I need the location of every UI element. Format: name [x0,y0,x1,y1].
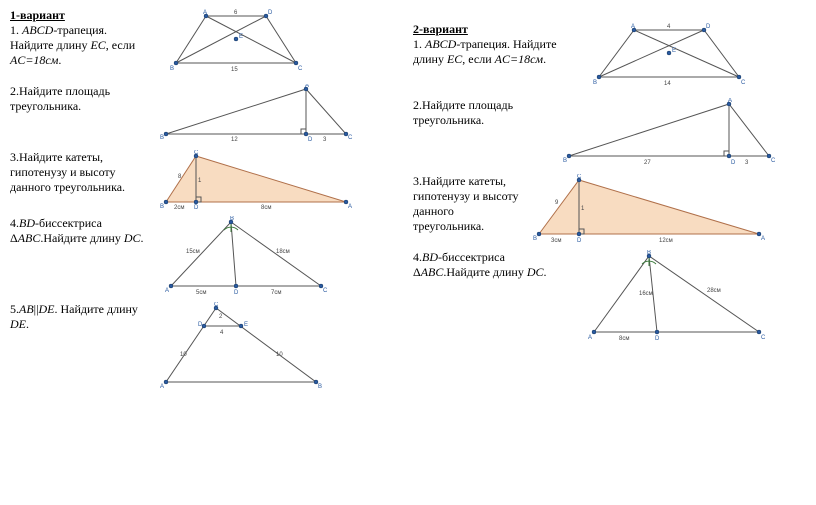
svg-text:A: A [203,10,207,16]
svg-text:C: C [214,302,219,308]
variant-1-column: 1-вариант 1. ABCD-трапеция. Найдите длин… [10,8,403,497]
svg-text:A: A [588,335,592,341]
svg-text:C: C [298,66,303,72]
svg-text:9: 9 [555,200,559,206]
svg-text:14: 14 [664,81,671,87]
v2-fig-3-right-triangle: C B A D 3см 12см 1 9 [529,174,769,244]
svg-text:15см: 15см [186,249,200,255]
v2-p3-text: 3.Найдите катеты, гипотенузу и высоту да… [413,174,523,234]
svg-text:4: 4 [220,330,224,336]
svg-text:18см: 18см [276,249,290,255]
svg-text:B: B [170,66,174,72]
svg-text:A: A [165,288,169,294]
svg-text:2см: 2см [174,205,184,210]
svg-text:D: D [655,336,660,342]
svg-text:E: E [244,322,248,328]
v2-fig-4-bisector: B A C D 16см 28см 8см [579,250,769,345]
svg-text:D: D [308,137,313,143]
v1-problem-1: 1-вариант 1. ABCD-трапеция. Найдите длин… [10,8,403,78]
svg-text:A: A [631,24,635,30]
v2-fig-1-trapezoid: A D B C E 4 14 [579,22,759,92]
svg-text:D: D [234,290,239,296]
v1-fig-5-parallel: C A B D E 2 10 4 10 [156,302,326,392]
svg-text:E: E [239,34,243,40]
svg-text:A: A [305,84,309,89]
v1-fig-2-triangle: A B C D 12 3 [156,84,356,144]
svg-text:8см: 8см [619,336,629,342]
svg-text:10: 10 [180,352,187,358]
v1-fig-1-trapezoid: A D B C E 6 15 [156,8,316,78]
svg-text:4: 4 [667,24,671,30]
svg-text:6: 6 [234,10,238,16]
svg-text:B: B [318,384,322,390]
svg-text:D: D [731,160,736,166]
svg-text:B: B [563,158,567,164]
svg-text:16см: 16см [639,291,653,297]
v1-problem-3: 3.Найдите катеты, гипотенузу и высоту да… [10,150,403,210]
v1-problem-4: 4.BD-биссектриса ΔABC.Найдите длину DC. … [10,216,403,296]
variant-2-column: 2-вариант 1. ABCD-трапеция. Найдите длин… [413,8,806,497]
svg-text:B: B [160,135,164,141]
svg-text:C: C [771,158,776,164]
v2-title: 2-вариант [413,22,573,37]
v2-problem-4: 4.BD-биссектриса ΔABC.Найдите длину DC. … [413,250,806,345]
v2-problem-1: 2-вариант 1. ABCD-трапеция. Найдите длин… [413,22,806,92]
v1-p3-text: 3.Найдите катеты, гипотенузу и высоту да… [10,150,150,195]
v2-p2-text: 2.Найдите площадь треугольника. [413,98,553,128]
v2-fig-2-triangle: A B C D 27 3 [559,98,779,168]
v1-problem-5: 5.AB||DE. Найдите длину DE. C A B D E 2 … [10,302,403,392]
v1-p5-text: 5.AB||DE. Найдите длину DE. [10,302,150,332]
svg-text:C: C [577,174,582,180]
svg-text:A: A [728,98,732,104]
svg-text:10: 10 [276,352,283,358]
svg-text:D: D [706,24,711,30]
svg-text:3см: 3см [551,238,561,244]
svg-text:D: D [194,205,199,210]
v2-p1-text: 2-вариант 1. ABCD-трапеция. Найдите длин… [413,22,573,67]
v1-problem-2: 2.Найдите площадь треугольника. A B C D … [10,84,403,144]
svg-text:D: D [268,10,273,16]
svg-text:12см: 12см [659,238,673,244]
svg-text:15: 15 [231,67,238,73]
svg-text:2: 2 [219,314,223,320]
v1-p1-text: 1-вариант 1. ABCD-трапеция. Найдите длин… [10,8,150,68]
svg-text:C: C [323,288,328,294]
svg-text:A: A [348,204,352,210]
svg-text:A: A [160,384,164,390]
svg-text:C: C [741,80,746,86]
svg-text:12: 12 [231,137,238,143]
svg-text:C: C [194,150,199,156]
svg-text:D: D [577,238,582,244]
svg-text:C: C [761,335,766,341]
v2-p4-text: 4.BD-биссектриса ΔABC.Найдите длину DC. [413,250,573,280]
v2-problem-2: 2.Найдите площадь треугольника. A B C D … [413,98,806,168]
svg-text:B: B [533,236,537,242]
v2-problem-3: 3.Найдите катеты, гипотенузу и высоту да… [413,174,806,244]
v1-p4-text: 4.BD-биссектриса ΔABC.Найдите длину DC. [10,216,150,246]
v1-fig-3-right-triangle: C B A D 2см 8см 1 8 [156,150,356,210]
svg-text:D: D [198,322,203,328]
svg-text:B: B [160,204,164,210]
v1-fig-4-bisector: B A C D 15см 18см 5см 7см [156,216,336,296]
svg-text:28см: 28см [707,288,721,294]
svg-text:8см: 8см [261,205,271,210]
svg-text:A: A [761,236,765,242]
svg-text:27: 27 [644,160,651,166]
svg-text:B: B [593,80,597,86]
v1-p2-text: 2.Найдите площадь треугольника. [10,84,150,114]
v1-title: 1-вариант [10,8,150,23]
svg-text:E: E [672,48,676,54]
svg-text:3: 3 [323,137,327,143]
svg-text:C: C [348,135,353,141]
svg-text:5см: 5см [196,290,206,296]
svg-text:B: B [230,216,234,222]
svg-text:3: 3 [745,160,749,166]
svg-text:B: B [647,250,651,256]
svg-text:7см: 7см [271,290,281,296]
